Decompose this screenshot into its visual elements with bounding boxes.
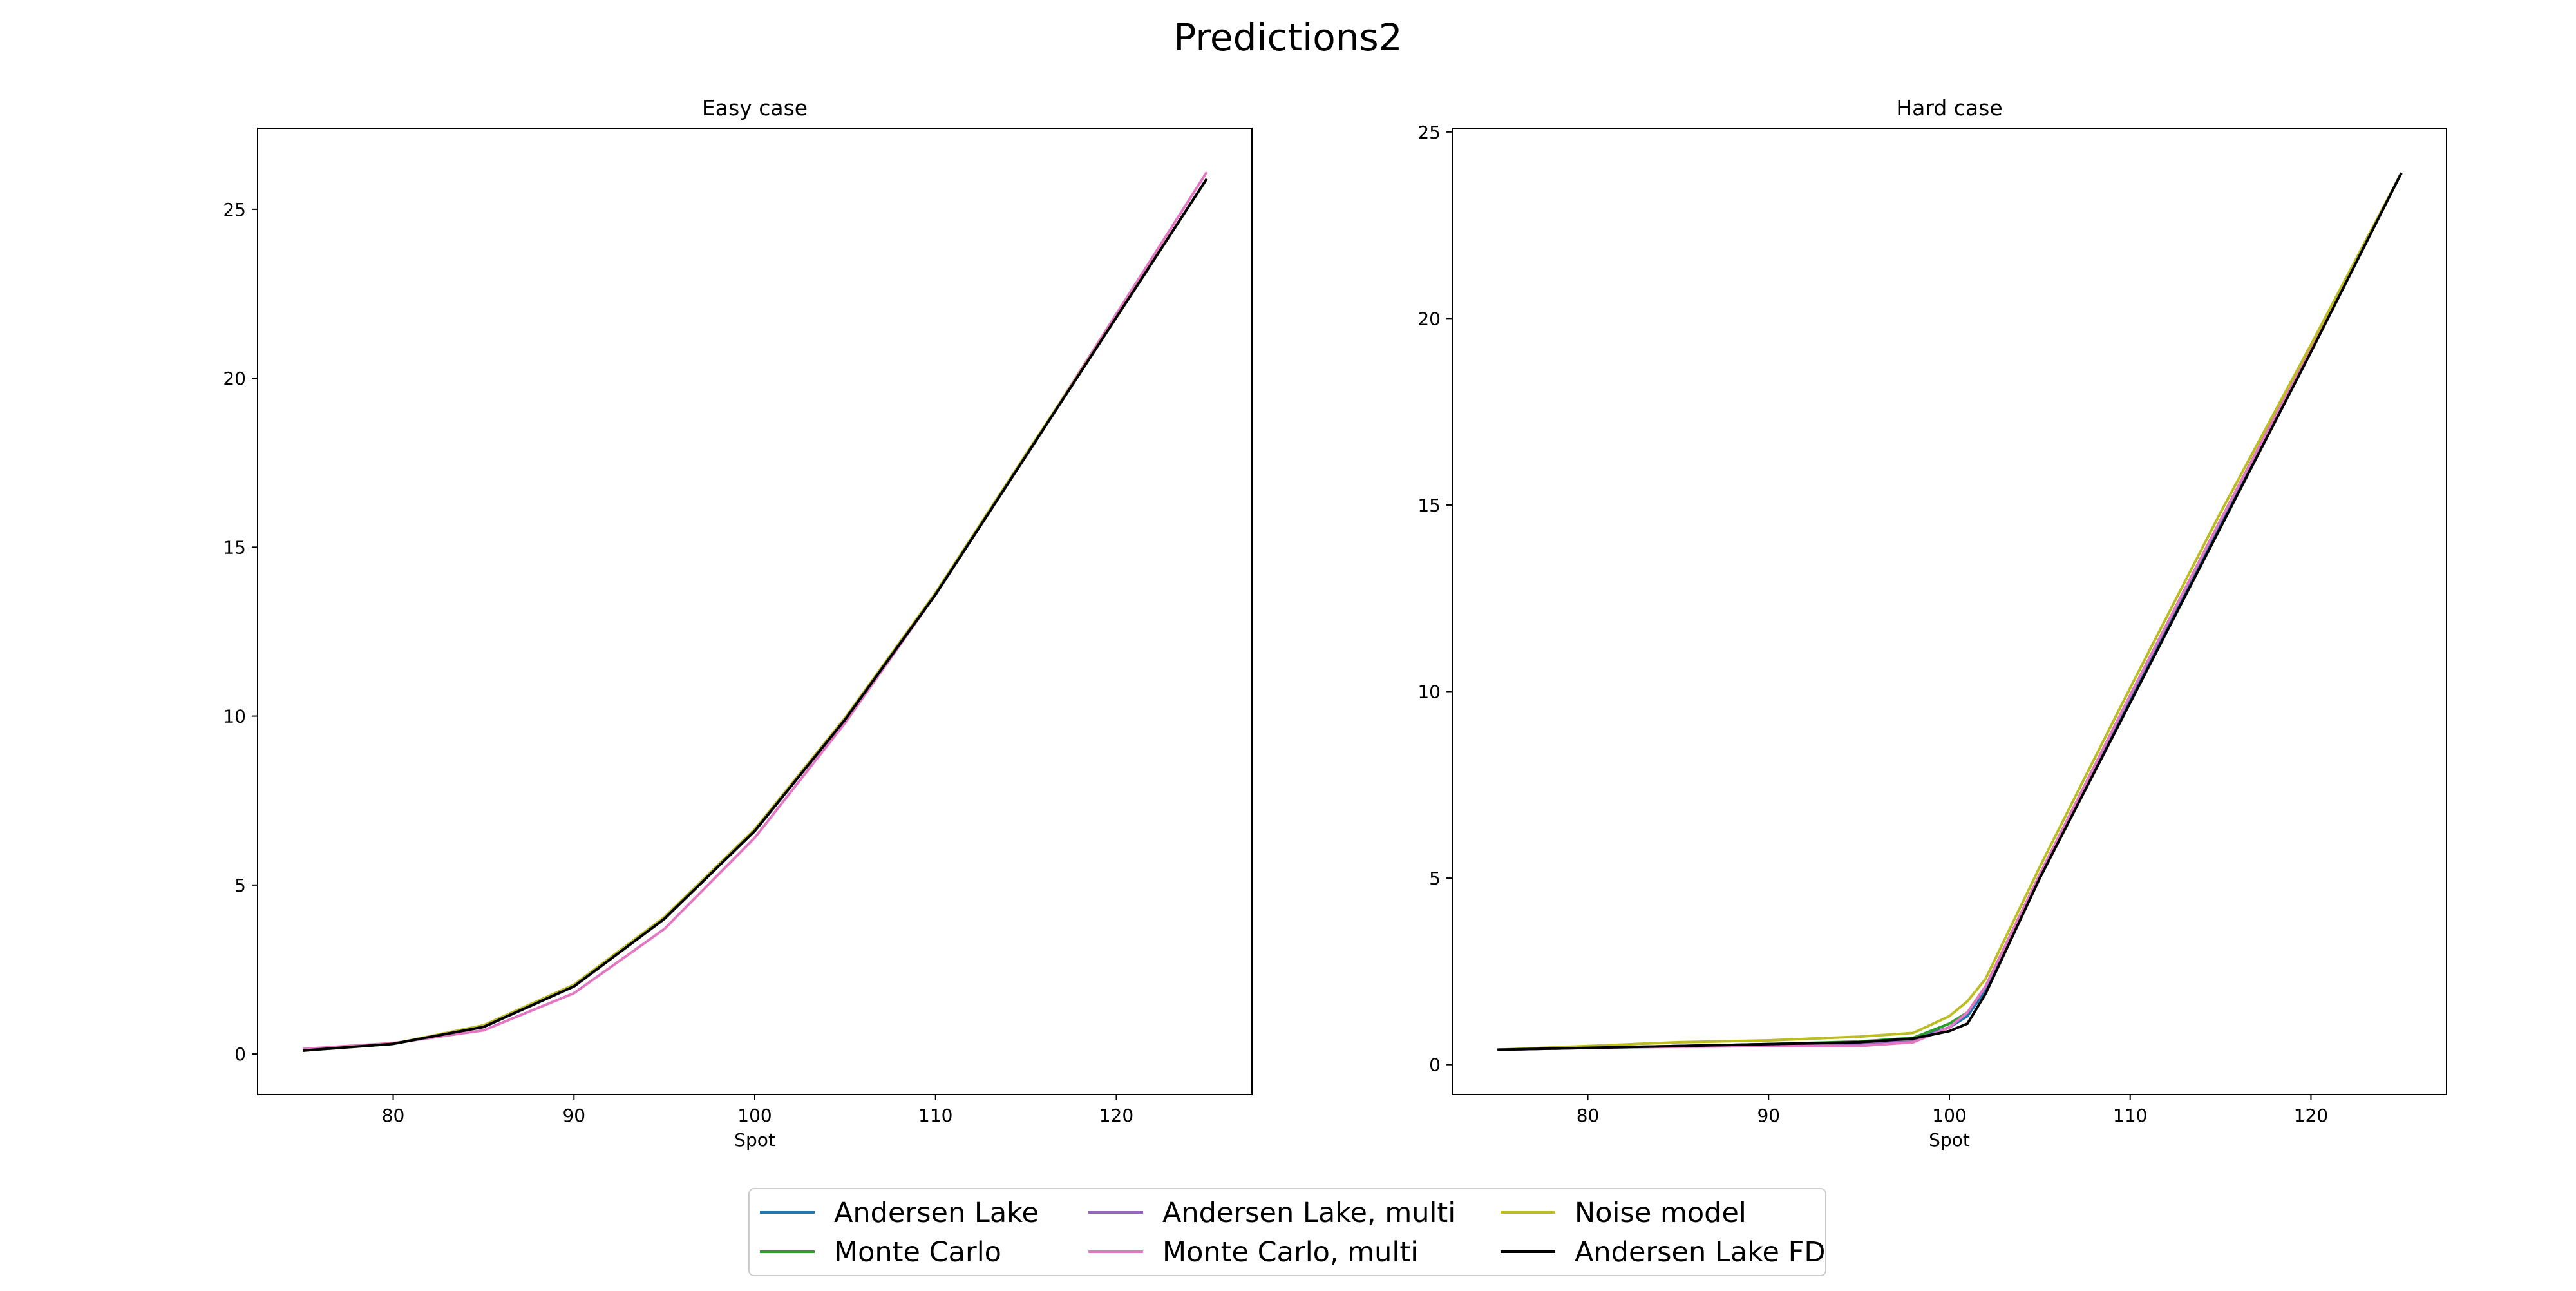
series-line [303,171,1208,1051]
y-tick-label: 10 [223,706,246,727]
x-tick-label: 100 [1932,1105,1966,1126]
x-tick-label: 90 [562,1105,585,1126]
axes-title: Easy case [702,95,808,120]
x-tick-label: 80 [382,1105,405,1126]
series-line [1497,172,2403,1051]
x-tick-label: 110 [2113,1105,2147,1126]
legend-label: Andersen Lake, multi [1162,1197,1455,1229]
x-tick-label: 80 [1577,1105,1600,1126]
y-tick-label: 20 [223,368,246,389]
series-line [303,178,1208,1052]
legend-label: Andersen Lake [834,1197,1039,1229]
axes-frame [257,128,1253,1095]
axes: Easy case 80 90 100 110 120 0 5 10 15 20 25 Spot [223,95,1253,1151]
y-tick-label: 5 [234,875,246,896]
y-tick-label: 25 [223,199,246,220]
x-tick-label: 100 [737,1105,772,1126]
legend-label: Noise model [1575,1197,1747,1229]
legend-label: Monte Carlo, multi [1162,1236,1418,1268]
y-tick-label: 15 [1417,495,1441,516]
y-tick-label: 25 [1417,122,1441,143]
series-line [303,178,1208,1052]
series-line [1497,172,2403,1051]
axes-title: Hard case [1896,95,2002,120]
y-tick-label: 0 [1429,1055,1441,1076]
legend-frame [748,1188,1826,1276]
figure-title: Predictions2 [1173,15,1402,59]
series-line [1497,172,2403,1051]
series-line [303,178,1208,1052]
y-tick-label: 15 [223,537,246,558]
series-line [1497,172,2403,1051]
series-line [303,178,1208,1052]
axes-frame [1452,128,2447,1095]
series-line [1497,172,2403,1051]
x-axis-label: Spot [734,1129,775,1151]
x-tick-label: 90 [1757,1105,1780,1126]
legend-label: Andersen Lake FD [1575,1236,1826,1268]
y-tick-label: 0 [234,1044,246,1065]
series-line [303,178,1208,1052]
y-tick-label: 5 [1429,868,1441,889]
series-line [1497,172,2403,1051]
y-tick-label: 20 [1417,308,1441,329]
x-tick-label: 120 [2294,1105,2328,1126]
y-tick-label: 10 [1417,682,1441,703]
x-axis-label: Spot [1929,1129,1970,1151]
x-tick-label: 110 [918,1105,952,1126]
axes: Hard case 80 90 100 110 120 0 5 10 15 20 25 Spot [1417,95,2447,1151]
x-tick-label: 120 [1099,1105,1133,1126]
legend-label: Monte Carlo [834,1236,1001,1268]
legend: Andersen Lake Monte Carlo Andersen Lake, m… [748,1188,1826,1276]
